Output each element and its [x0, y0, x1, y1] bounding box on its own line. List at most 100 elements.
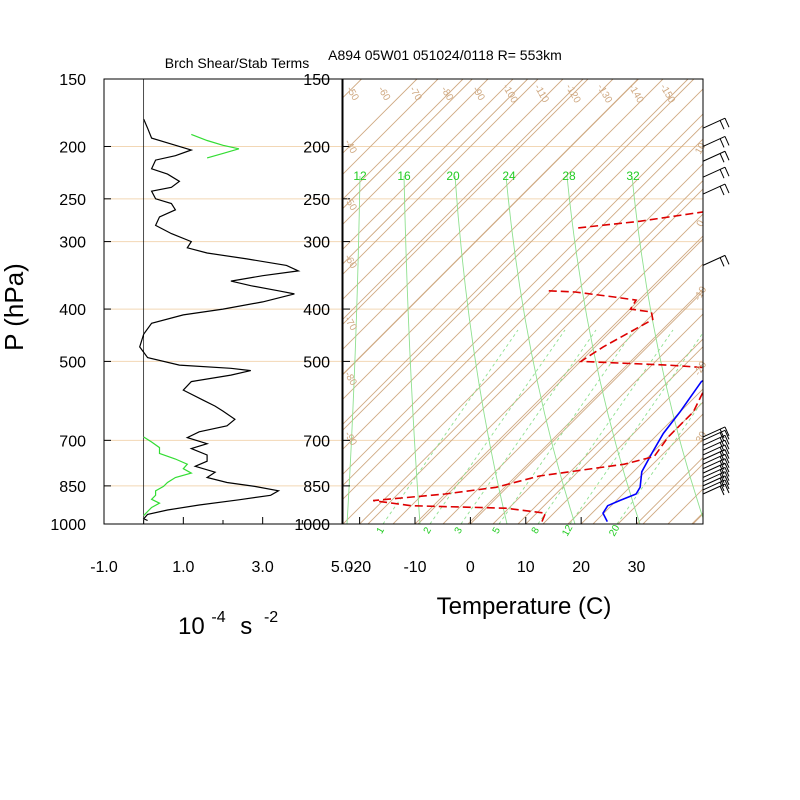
skewt-dry-adiabat	[617, 438, 703, 524]
wind-barb-feather	[724, 136, 730, 146]
skewt-moist-adiabat	[346, 175, 361, 524]
left-x-tick-label: 3.0	[252, 559, 274, 576]
isotherm-left-label: -90	[342, 430, 359, 448]
skewt-isotherm	[343, 79, 584, 320]
wind-barb-staff	[702, 466, 726, 478]
skewt-dry-adiabat	[343, 79, 464, 200]
skewt-dry-adiabat	[667, 488, 703, 524]
wind-barb-feather	[724, 439, 730, 450]
wind-barb-feather	[724, 117, 730, 128]
mixing-ratio-label: 3	[453, 525, 466, 536]
left-y-tick-label: 250	[59, 192, 86, 209]
isotherm-label: -60	[375, 85, 392, 103]
isotherm-label: -100	[500, 82, 520, 105]
xlabel-unit: s	[240, 613, 252, 640]
wind-barb	[702, 136, 730, 148]
wind-barb-staff	[702, 434, 726, 446]
skewt-dry-adiabat	[343, 79, 514, 250]
wind-barb-staff	[702, 444, 726, 456]
skewt-moist-adiabat	[505, 175, 576, 524]
wind-barb-feather	[719, 169, 725, 179]
skewt-dry-adiabat	[343, 79, 639, 375]
wind-barb-feather	[719, 477, 725, 488]
skewt-x-tick-label: 0	[466, 559, 475, 576]
left-y-tick-label: 200	[59, 139, 86, 156]
skewt-dry-adiabat	[492, 313, 703, 524]
skewt-isotherm	[343, 79, 473, 209]
skewt-isotherm	[525, 346, 703, 524]
skewt-dry-adiabat	[592, 413, 703, 524]
skewt-profile-line-0	[602, 379, 703, 522]
isotherm-label: -120	[563, 82, 583, 105]
skewt-dry-adiabat	[743, 79, 800, 524]
wind-barb	[702, 150, 730, 163]
skewt-dry-adiabat	[467, 288, 703, 524]
skewt-isotherm	[414, 235, 703, 524]
wind-barbs	[702, 117, 730, 496]
skewt-dry-adiabat	[768, 79, 800, 524]
skewt-isotherm	[0, 79, 306, 524]
skewt-profile-line-1	[372, 290, 703, 522]
wind-barb-feather	[719, 119, 725, 130]
wind-barb-staff	[702, 426, 726, 438]
wind-barb-feather	[724, 475, 730, 486]
wind-barb-staff	[702, 166, 726, 178]
wind-barb-staff	[702, 479, 726, 491]
wind-barb-staff	[702, 254, 726, 266]
xlabel-base: 10	[178, 613, 205, 640]
wind-barb-staff	[702, 458, 726, 470]
left-panel-x-axis-label: 10 -4 s -2	[178, 601, 278, 640]
wind-barb	[702, 475, 730, 488]
moist-adiabat-label: 12	[353, 169, 367, 183]
wind-barb-feather	[724, 449, 730, 459]
skewt-mixing-ratio-line	[460, 329, 597, 524]
left-series-line-2	[143, 436, 193, 517]
wind-barb-feather	[724, 430, 730, 440]
left-y-tick-label: 400	[59, 302, 86, 319]
wind-barb-feather	[719, 153, 725, 163]
wind-barb-feather	[724, 255, 730, 265]
wind-barb-feather	[724, 167, 730, 177]
left-x-tick-label: 5.0	[331, 559, 353, 576]
skewt-y-tick-label: 700	[303, 433, 330, 450]
skewt-y-tick-label: 850	[303, 479, 330, 496]
mixing-ratio-label: 12	[560, 523, 575, 539]
skewt-moist-adiabat	[566, 175, 641, 524]
mixing-ratio-label: 8	[530, 525, 543, 536]
moist-adiabat-label: 28	[562, 169, 576, 183]
skewt-dry-adiabat	[793, 79, 800, 524]
wind-barb	[702, 479, 730, 492]
moist-adiabat-label: 16	[397, 169, 411, 183]
isotherm-label: -90	[470, 85, 487, 103]
skewt-isotherm	[470, 290, 703, 524]
wind-barb-feather	[724, 462, 730, 473]
left-panel-axes: 150 200 250 300 400 500 700 850 1000 -1.0 1.0 3.0 5.…	[50, 72, 353, 576]
wind-barb-staff	[702, 150, 726, 162]
skewt-panel-series	[372, 211, 703, 522]
skewt-dry-adiabat	[642, 463, 703, 524]
skewt-moist-adiabat	[631, 175, 703, 520]
wind-barb-staff	[702, 471, 726, 483]
skewt-mixing-ratio-line	[382, 329, 519, 524]
wind-barb-feather	[724, 426, 730, 437]
skewt-moist-adiabat	[403, 175, 421, 524]
wind-barb	[702, 183, 730, 196]
wind-barb-feather	[719, 138, 725, 148]
left-panel-series	[139, 118, 301, 522]
skewt-dry-adiabat	[343, 79, 614, 350]
skewt-y-tick-label: 400	[303, 302, 330, 319]
moist-adiabat-label: 24	[502, 169, 516, 183]
skewt-dry-adiabat	[343, 79, 664, 400]
svg-text:10 -4 s: 10 -4 s -2	[178, 601, 278, 640]
skewt-isotherm	[359, 179, 703, 524]
skewt-x-tick-label: 30	[628, 559, 646, 576]
skewt-moist-adiabat	[454, 175, 508, 524]
mixing-ratio-label: 1	[375, 525, 388, 536]
skewt-dry-adiabat	[567, 388, 703, 524]
isotherm-label: -110	[532, 83, 551, 106]
wind-barb-staff	[702, 183, 726, 195]
skewt-y-tick-label: 150	[303, 72, 330, 89]
theta-label: 10	[693, 141, 708, 157]
wind-barb-feather	[724, 467, 730, 477]
